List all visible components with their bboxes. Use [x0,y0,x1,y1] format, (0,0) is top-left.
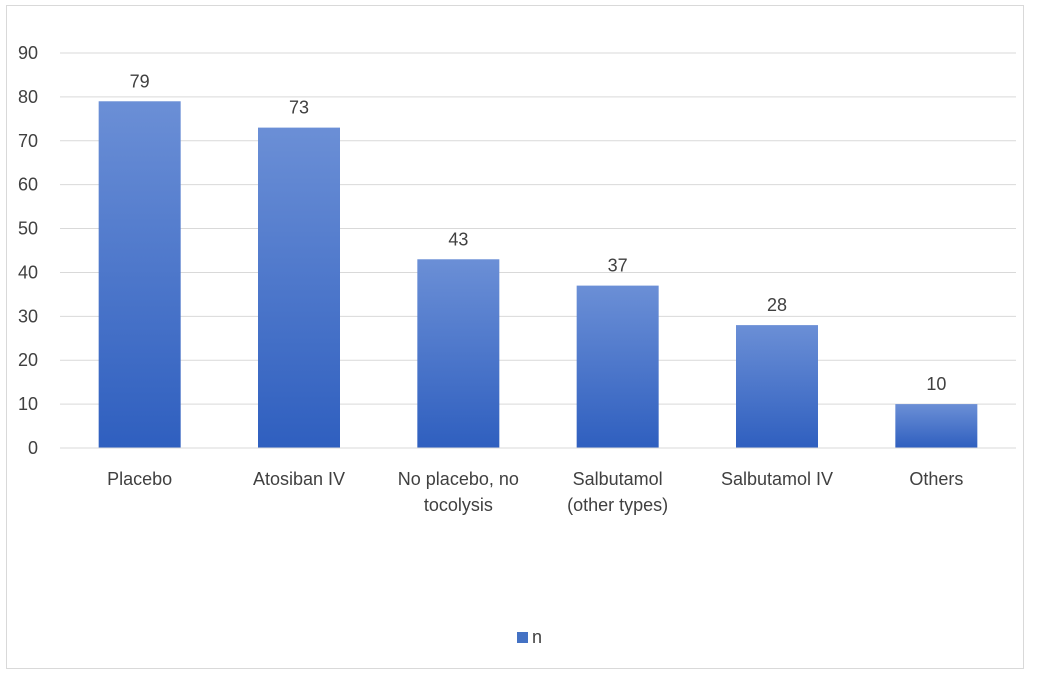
data-label: 37 [608,256,628,276]
legend-swatch [517,632,528,643]
x-axis-category-labels: Placebo Atosiban IV No placebo, no tocolysi… [107,469,963,515]
y-tick-label: 80 [18,87,38,107]
data-label: 43 [448,229,468,249]
category-label: No placebo, no [398,469,519,489]
y-tick-label: 90 [18,43,38,63]
y-tick-label: 70 [18,131,38,151]
y-tick-label: 20 [18,350,38,370]
bar [895,404,978,448]
category-label: (other types) [567,495,668,515]
bar [736,325,818,448]
bar [98,101,181,449]
bar [258,127,340,448]
data-label: 28 [767,295,787,315]
data-labels: 79 73 43 37 28 10 [130,71,947,394]
data-label: 10 [926,374,946,394]
category-label: Salbutamol [573,469,663,489]
category-label: Placebo [107,469,172,489]
category-label: Salbutamol IV [721,469,833,489]
gridlines [60,52,1016,405]
y-tick-label: 40 [18,262,38,282]
data-label: 79 [130,71,150,91]
legend: n [517,627,542,647]
category-label: Atosiban IV [253,469,345,489]
category-label: Others [909,469,963,489]
y-tick-label: 30 [18,306,38,326]
legend-label: n [532,627,542,647]
y-tick-label: 50 [18,219,38,239]
y-axis-tick-labels: 0 10 20 30 40 50 60 70 80 90 [18,43,38,458]
data-label: 73 [289,98,309,118]
bars [98,101,978,449]
category-label: tocolysis [424,495,493,515]
y-tick-label: 0 [28,438,38,458]
bar [417,259,500,448]
y-tick-label: 10 [18,394,38,414]
bar [576,285,659,448]
y-tick-label: 60 [18,175,38,195]
